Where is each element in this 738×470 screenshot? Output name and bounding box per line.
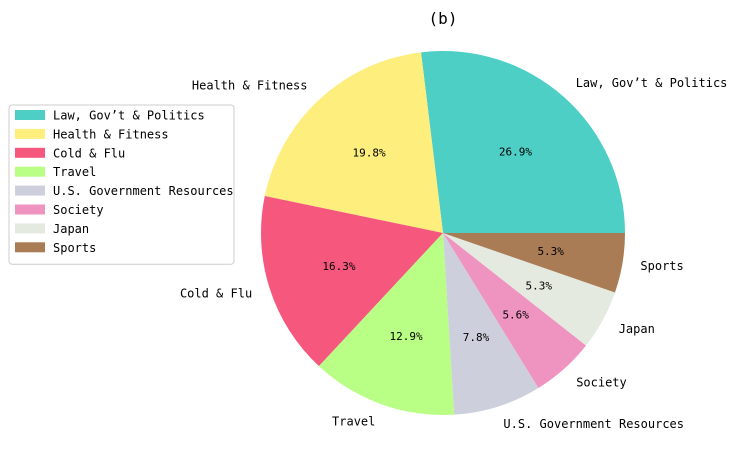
slice-u-s-government-resources <box>443 233 539 415</box>
slice-label-law-gov-t-politics: Law, Gov’t & Politics <box>576 76 728 90</box>
legend-label-u-s-government-resources: U.S. Government Resources <box>53 184 234 198</box>
slice-label-travel: Travel <box>332 414 375 428</box>
slice-percent-sports: 5.3% <box>537 245 564 258</box>
legend-label-japan: Japan <box>53 222 89 236</box>
slice-label-society: Society <box>576 375 627 389</box>
slice-percent-japan: 5.3% <box>526 279 553 292</box>
legend-label-law-gov-t-politics: Law, Gov’t & Politics <box>53 109 205 123</box>
legend-swatch-society <box>15 204 45 215</box>
slice-label-cold-flu: Cold & Flu <box>180 287 252 301</box>
slice-percent-u-s-government-resources: 7.8% <box>463 331 490 344</box>
slice-percent-society: 5.6% <box>502 309 529 322</box>
legend-swatch-japan <box>15 223 45 234</box>
slice-percent-health-fitness: 19.8% <box>353 147 386 160</box>
slice-sports <box>443 233 625 293</box>
slice-travel <box>318 233 455 416</box>
legend: Law, Gov’t & Politics Health & Fitness Col… <box>8 104 235 265</box>
legend-swatch-travel <box>15 166 45 177</box>
pie-slices <box>261 50 625 416</box>
slice-label-u-s-government-resources: U.S. Government Resources <box>503 417 684 431</box>
legend-label-health-fitness: Health & Fitness <box>53 127 169 141</box>
slice-labels: Law, Gov’t & Politics Health & Fitness Col… <box>180 76 727 431</box>
legend-label-society: Society <box>53 203 104 217</box>
slice-cold-flu <box>261 196 443 367</box>
legend-swatch-sports <box>15 242 45 253</box>
legend-label-sports: Sports <box>53 241 96 255</box>
slice-label-sports: Sports <box>640 259 683 273</box>
slice-label-japan: Japan <box>619 322 655 336</box>
slice-society <box>443 233 587 388</box>
legend-label-travel: Travel <box>53 165 96 179</box>
legend-label-cold-flu: Cold & Flu <box>53 146 125 160</box>
slice-law-gov-t-politics <box>421 50 625 233</box>
slice-label-health-fitness: Health & Fitness <box>192 79 308 93</box>
legend-swatch-law-gov-t-politics <box>15 110 45 120</box>
legend-swatch-health-fitness <box>15 128 45 139</box>
legend-swatch-cold-flu <box>15 147 45 158</box>
slice-percent-cold-flu: 16.3% <box>322 260 355 273</box>
slice-percent-travel: 12.9% <box>390 330 423 343</box>
legend-frame <box>8 104 235 265</box>
legend-swatch-u-s-government-resources <box>15 185 45 196</box>
chart-title: (b) <box>429 9 458 28</box>
slice-health-fitness <box>264 52 443 233</box>
slice-japan <box>443 233 615 346</box>
slice-percent-law-gov-t-politics: 26.9% <box>499 145 532 158</box>
slice-percentages: 26.9% 19.8% 16.3% 12.9% 7.8% 5.6% 5.3% 5.3% <box>322 145 564 344</box>
